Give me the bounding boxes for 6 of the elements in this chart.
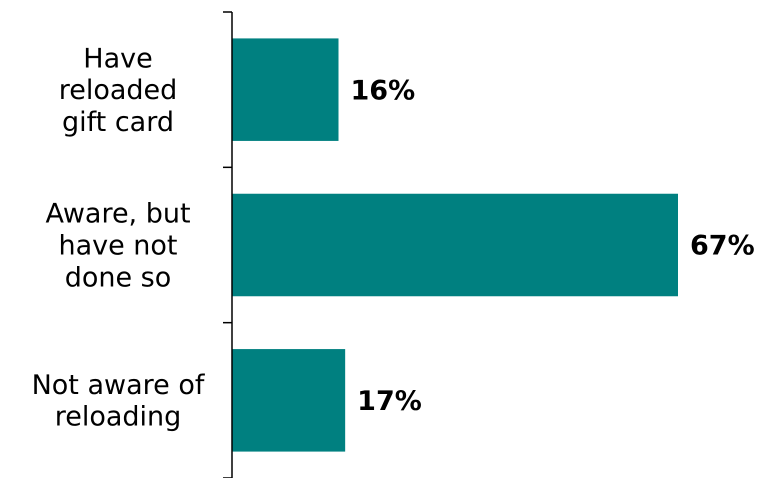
data-label: 16% (350, 75, 416, 106)
data-label: 67% (690, 230, 755, 262)
y-tick-label: Have reloaded gift card (58, 43, 178, 138)
y-tick-label: Not aware of reloading (32, 370, 206, 433)
data-label: 17% (357, 386, 422, 418)
y-tick-label: Aware, but have not done so (45, 198, 191, 294)
